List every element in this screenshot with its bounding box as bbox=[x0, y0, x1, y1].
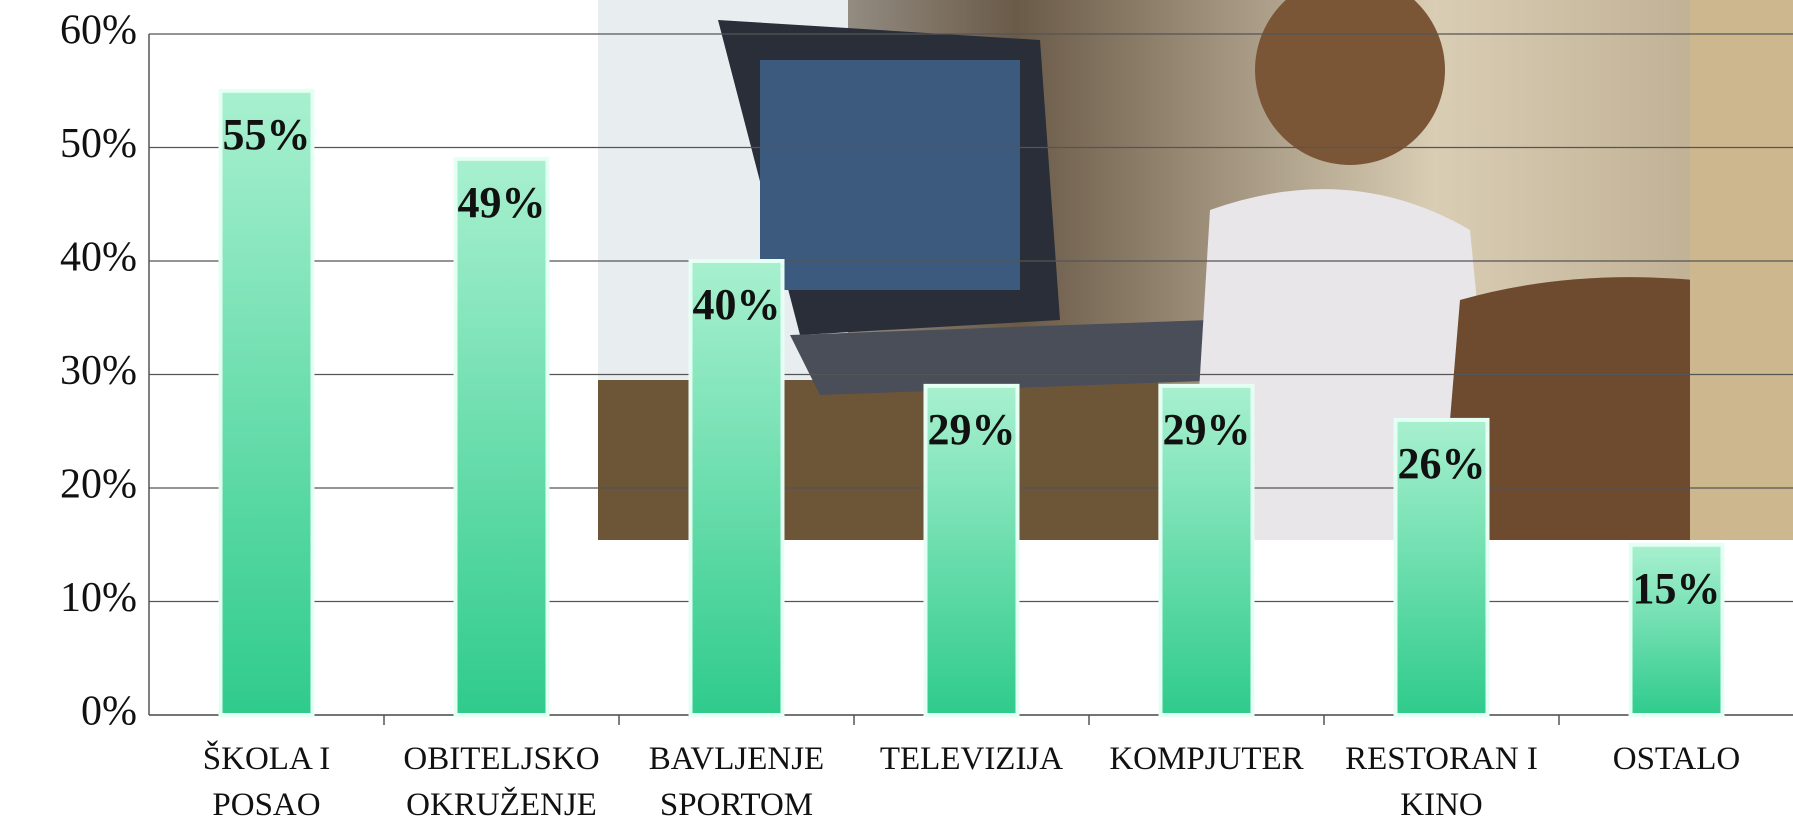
y-tick-label: 0% bbox=[81, 689, 137, 735]
value-label: 40% bbox=[693, 280, 781, 329]
value-label: 29% bbox=[1163, 405, 1251, 454]
x-tick-label: RESTORAN I KINO bbox=[1324, 736, 1559, 823]
bar bbox=[456, 159, 548, 715]
bar bbox=[221, 91, 313, 715]
x-tick-label: KOMPJUTER bbox=[1089, 736, 1324, 782]
x-tick-label: ŠKOLA I POSAO bbox=[149, 736, 384, 823]
x-tick-label: BAVLJENJE SPORTOM bbox=[619, 736, 854, 823]
y-tick-label: 50% bbox=[60, 121, 137, 167]
chart: 0% 10% 20% 30% 40% 50% 60% 55% 49% 40% 29% 29% 26% 15… bbox=[0, 0, 1793, 823]
y-tick-label: 30% bbox=[60, 348, 137, 394]
bar bbox=[691, 261, 783, 715]
value-label: 15% bbox=[1633, 564, 1721, 613]
value-label: 29% bbox=[928, 405, 1016, 454]
y-tick-label: 40% bbox=[60, 235, 137, 281]
x-tick-label: OSTALO bbox=[1559, 736, 1793, 782]
y-tick-label: 60% bbox=[60, 8, 137, 54]
x-tick-label: TELEVIZIJA bbox=[854, 736, 1089, 782]
page: 0% 10% 20% 30% 40% 50% 60% 55% 49% 40% 29% 29% 26% 15… bbox=[0, 0, 1793, 823]
value-label: 49% bbox=[458, 178, 546, 227]
y-tick-label: 10% bbox=[60, 575, 137, 621]
value-label: 55% bbox=[223, 110, 311, 159]
x-tick-label: OBITELJSKO OKRUŽENJE bbox=[384, 736, 619, 823]
value-label: 26% bbox=[1398, 439, 1486, 488]
y-tick-label: 20% bbox=[60, 462, 137, 508]
